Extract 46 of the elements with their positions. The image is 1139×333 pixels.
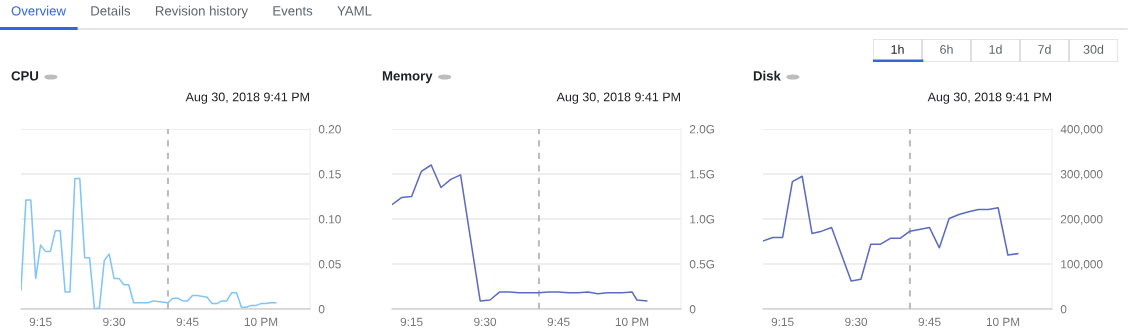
y-tick-label: 200,000 [1060,215,1103,225]
y-tick-label: 0.20 [318,125,341,134]
y-tick-label: 0 [1060,305,1067,314]
y-tick-label: 0.05 [318,260,341,269]
x-tick-label: 9:30 [845,317,868,326]
x-tick-label: 9:45 [547,317,570,326]
chart-subtitle: Aug 30, 2018 9:41 PM [185,92,309,104]
x-tick-label: 10 PM [244,317,278,326]
text: 1h [891,44,904,54]
x-tick-label: 9:15 [400,317,423,326]
text: Details [91,5,131,16]
x-tick-label: 9:45 [176,317,199,326]
text: 6h [940,44,953,54]
text: 1d [989,44,1002,54]
y-tick-label: 300,000 [1060,170,1103,180]
y-tick-label: 2.0G [689,125,715,134]
y-tick-label: 0.5G [689,260,715,269]
x-tick-label: 9:45 [918,317,941,326]
chart-title: Disk [753,70,781,81]
y-tick-label: 0.10 [318,215,341,224]
y-tick-label: 0 [689,305,696,314]
x-tick-label: 10 PM [986,317,1020,326]
y-tick-label: 0.15 [318,170,341,179]
text: Revision history [155,5,248,19]
chart-subtitle: Aug 30, 2018 9:41 PM [556,92,680,104]
y-tick-label: 0 [318,305,325,314]
line-series [392,164,648,302]
y-tick-label: 1.5G [690,170,715,179]
x-tick-label: 9:15 [29,317,52,326]
y-tick-label: 400,000 [1060,125,1103,135]
text: Overview [11,5,67,16]
text: 7d [1038,44,1051,54]
line-series [21,177,277,309]
text: 30d [1083,44,1104,54]
x-tick-label: 9:15 [771,317,794,326]
x-tick-label: 10 PM [615,317,649,326]
chart-subtitle: Aug 30, 2018 9:41 PM [927,92,1051,104]
chart-title: CPU [11,71,39,81]
line-series [763,175,1019,282]
chart-title: Memory [382,71,433,84]
text: YAML [337,6,372,16]
x-tick-label: 9:30 [474,317,497,326]
x-tick-label: 9:30 [103,317,126,326]
y-tick-label: 1.0G [690,215,715,224]
y-tick-label: 100,000 [1061,260,1103,270]
text: Events [273,6,313,16]
